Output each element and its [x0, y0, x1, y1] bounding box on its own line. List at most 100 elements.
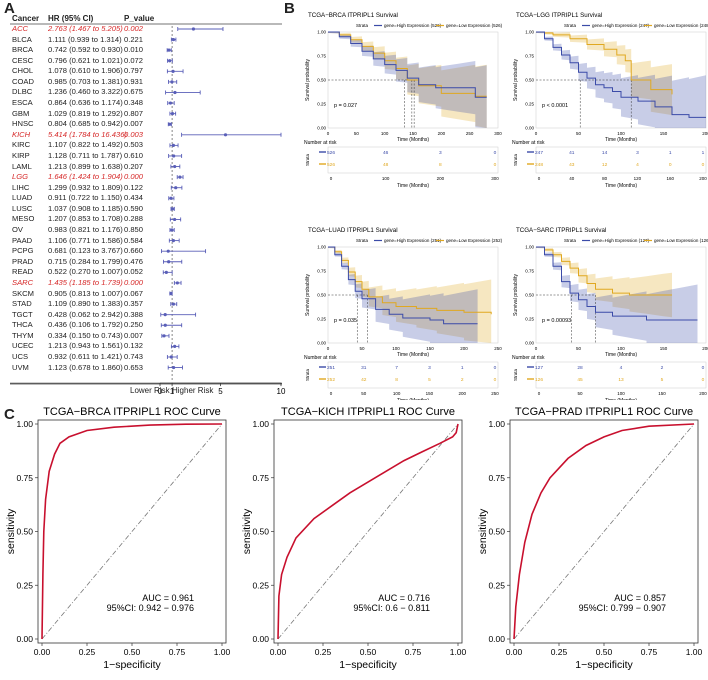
forest-x-tick-label: 10	[277, 387, 286, 396]
roc-y-tick-label: 0.25	[16, 580, 33, 590]
roc-curve	[277, 423, 459, 640]
km-title: TCGA−LGG ITPRIPL1 Survival	[516, 12, 602, 19]
forest-hr-label: 0.715 (0.284 to 1.799)	[48, 256, 123, 266]
km-risk-low-value: 0	[494, 377, 497, 383]
roc-x-tick-label: 0.25	[315, 647, 332, 657]
roc-x-tick-label: 0.50	[360, 647, 377, 657]
km-risk-time-tick: 100	[393, 391, 401, 396]
panel-label-b: B	[284, 0, 295, 17]
forest-point	[167, 48, 171, 52]
km-low-ci-band	[536, 32, 672, 122]
roc-x-tick-label: 0.00	[506, 647, 523, 657]
forest-hr-label: 0.436 (0.106 to 1.792)	[48, 320, 123, 330]
km-y-tick-label: 0.50	[525, 293, 534, 298]
forest-pvalue-label: 0.584	[124, 235, 144, 245]
km-risk-low-value: 8	[439, 162, 442, 168]
km-risk-strata-label: Strata	[305, 154, 310, 167]
roc-x-tick-label: 1.00	[450, 647, 467, 657]
km-y-tick-label: 0.25	[317, 317, 326, 322]
km-risk-low-value: 0	[702, 377, 705, 383]
km-panel: TCGA−SARC ITPRIPL1 Survival Strata gene=Hi…	[512, 227, 708, 400]
forest-hr-label: 1.109 (0.890 to 1.383)	[48, 299, 123, 309]
forest-point	[163, 313, 167, 317]
km-risk-high-value: 0	[494, 150, 497, 156]
forest-pvalue-label: 0.388	[124, 309, 144, 319]
km-risk-high-value: 2	[661, 365, 664, 371]
forest-hr-label: 2.763 (1.467 to 5.205)	[48, 24, 123, 33]
forest-pvalue-label: 0.348	[124, 98, 144, 108]
roc-y-tick-label: 0.75	[252, 473, 269, 483]
forest-cancer-label: UCEC	[12, 341, 34, 351]
km-risk-high-value: 41	[569, 150, 575, 156]
forest-cancer-label: GBM	[12, 108, 30, 118]
km-y-tick-label: 0.75	[317, 54, 326, 59]
km-legend-high: gene=High Expression (526)	[384, 23, 442, 28]
km-x-tick-label: 300	[494, 131, 502, 136]
forest-cancer-label: UCS	[12, 351, 29, 361]
km-legend-low: gene=Low Expression (526)	[446, 23, 503, 28]
roc-y-tick-label: 0.75	[488, 473, 505, 483]
forest-x-tick-label: 5	[218, 387, 223, 396]
forest-point	[171, 37, 176, 42]
km-risk-x-label: Time (Months)	[397, 183, 429, 189]
km-risk-low-value: 48	[383, 162, 389, 168]
km-pvalue: p = 0.00093	[542, 318, 571, 324]
km-risk-time-tick: 0	[538, 176, 541, 181]
km-risk-time-tick: 50	[577, 391, 583, 396]
roc-y-tick-label: 0.25	[252, 580, 269, 590]
km-risk-high-value: 0	[494, 365, 497, 371]
km-pvalue: p = 0.027	[334, 103, 357, 109]
roc-x-tick-label: 0.00	[34, 647, 51, 657]
km-risk-time-tick: 200	[699, 391, 707, 396]
forest-hr-label: 0.905 (0.813 to 1.007)	[48, 288, 123, 298]
km-high-ci-band	[328, 247, 478, 343]
km-risk-frame	[535, 361, 707, 389]
km-y-tick-label: 0.50	[317, 293, 326, 298]
km-x-tick-label: 0	[327, 131, 330, 136]
forest-pvalue-label: 0.357	[124, 299, 144, 309]
roc-panel: TCGA−BRCA ITPRIPL1 ROC Curve 0.000.00 0.25…	[5, 406, 231, 671]
km-x-tick-label: 100	[392, 346, 400, 351]
forest-x-tick-label: 0	[158, 387, 163, 396]
km-high-curve	[328, 246, 478, 325]
forest-cancer-label: ACC	[12, 24, 29, 33]
forest-hr-label: 1.213 (0.943 to 1.561)	[48, 341, 123, 351]
km-legend-high: gene=High Expression (251)	[384, 238, 442, 243]
km-low-curve	[536, 31, 673, 95]
forest-cancer-label: LUSC	[12, 203, 33, 213]
km-high-curve	[536, 246, 698, 321]
km-title: TCGA−LUAD ITPRIPL1 Survival	[308, 227, 398, 234]
forest-point	[175, 281, 179, 285]
forest-hr-label: 0.911 (0.722 to 1.150)	[48, 193, 123, 203]
forest-pvalue-label: 0.743	[124, 351, 144, 361]
forest-pvalue-label: 0.003	[124, 129, 144, 139]
forest-point	[166, 249, 170, 253]
km-risk-low-value: 45	[577, 377, 583, 383]
forest-cancer-label: LIHC	[12, 182, 30, 192]
km-x-tick-label: 200	[702, 346, 708, 351]
km-risk-low-value: 5	[661, 377, 664, 383]
roc-x-tick-label: 0.75	[169, 647, 186, 657]
forest-point	[167, 260, 171, 264]
km-risk-time-tick: 40	[569, 176, 575, 181]
forest-hr-label: 1.236 (0.460 to 3.322)	[48, 87, 123, 97]
km-risk-title: Number at risk	[512, 355, 545, 361]
km-risk-strata-label: Strata	[305, 369, 310, 382]
forest-cancer-label: SKCM	[12, 288, 34, 298]
forest-point	[162, 334, 166, 338]
forest-point	[173, 164, 177, 169]
forest-pvalue-label: 0.221	[124, 34, 144, 44]
forest-cancer-label: CHOL	[12, 66, 34, 76]
forest-point	[173, 344, 177, 348]
km-risk-low-value: 0	[702, 162, 705, 168]
km-x-tick-label: 150	[660, 346, 668, 351]
roc-title: TCGA−KICH ITPRIPL1 ROC Curve	[281, 406, 455, 418]
forest-hr-label: 1.646 (1.424 to 1.904)	[48, 172, 123, 182]
forest-pvalue-label: 0.000	[124, 277, 144, 287]
roc-auc-text: AUC = 0.857	[614, 593, 666, 603]
km-y-tick-label: 0.50	[317, 78, 326, 83]
km-legend-low: gene=Low Expression (248)	[654, 23, 708, 28]
km-risk-low-value: 43	[569, 162, 575, 168]
km-risk-high-value: 1	[669, 150, 672, 156]
km-risk-high-value: 28	[577, 365, 583, 371]
